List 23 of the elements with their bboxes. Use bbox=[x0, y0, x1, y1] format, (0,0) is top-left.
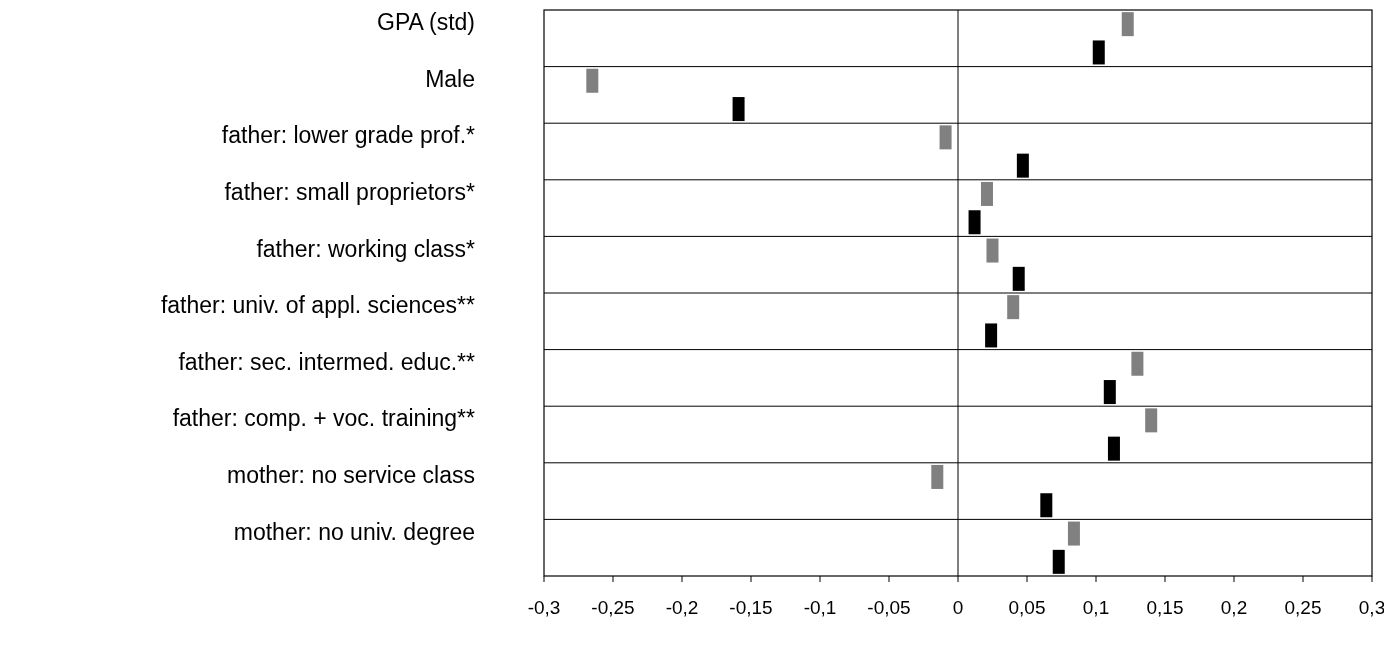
x-tick-label: -0,3 bbox=[527, 597, 561, 618]
y-tick-label: father: sec. intermed. educ.** bbox=[178, 348, 476, 375]
x-tick-label: -0,2 bbox=[665, 597, 699, 618]
y-tick-label: father: small proprietors* bbox=[224, 179, 476, 206]
x-tick-label: 0,2 bbox=[1220, 597, 1248, 618]
y-tick-label: father: comp. + voc. training** bbox=[172, 405, 476, 432]
y-tick-label: father: lower grade prof.* bbox=[221, 122, 476, 149]
y-tick-label: father: univ. of appl. sciences** bbox=[160, 292, 476, 319]
x-tick-label: -0,1 bbox=[803, 597, 837, 618]
x-tick-label: 0,1 bbox=[1082, 597, 1110, 618]
y-tick-label: father: working class* bbox=[256, 235, 476, 262]
x-tick-label: -0,05 bbox=[867, 597, 911, 618]
x-tick-label: -0,25 bbox=[591, 597, 635, 618]
x-tick-label: -0,15 bbox=[729, 597, 773, 618]
x-tick-label: 0,05 bbox=[1008, 597, 1046, 618]
y-tick-label: mother: no univ. degree bbox=[233, 518, 475, 545]
x-tick-label: 0 bbox=[952, 597, 964, 618]
y-tick-label: mother: no service class bbox=[227, 462, 475, 489]
y-tick-label: Male bbox=[425, 65, 475, 92]
x-tick-label: 0,15 bbox=[1146, 597, 1184, 618]
y-tick-label: GPA (std) bbox=[377, 9, 475, 36]
x-tick-label: 0,25 bbox=[1284, 597, 1322, 618]
x-tick-label: 0,3 bbox=[1358, 597, 1386, 618]
